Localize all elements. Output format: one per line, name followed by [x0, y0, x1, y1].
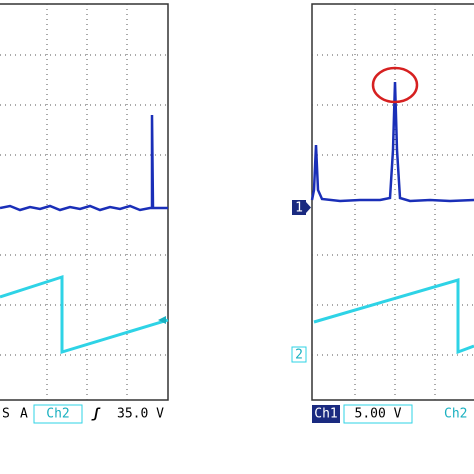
highlight-circle	[371, 66, 419, 104]
trigger-marker	[158, 316, 166, 324]
channel: Ch1	[314, 407, 337, 422]
grid	[312, 4, 474, 400]
grid	[0, 4, 168, 400]
ch1-trace	[0, 114, 168, 212]
right-scope: 1 2	[291, 3, 474, 401]
channel-2: Ch2	[444, 407, 467, 422]
ch1-marker: 1	[295, 201, 303, 216]
left-scope	[0, 3, 169, 401]
status-label: S	[2, 407, 10, 422]
vertical-scale: 5.00 V	[355, 407, 402, 422]
ch1-marker-box	[292, 200, 306, 215]
ch2-marker: 2	[295, 348, 303, 363]
ch1-trace	[310, 81, 474, 203]
channel-box	[33, 404, 83, 424]
screen-frame	[0, 3, 169, 401]
scale-box	[343, 404, 413, 424]
trigger-slope: ʃ	[91, 407, 101, 422]
right-status-bar: Ch1 5.00 V Ch2	[312, 404, 467, 424]
ch2-marker-box	[291, 346, 307, 363]
ch1-marker-arrow	[306, 202, 311, 213]
ch2-trace	[0, 274, 169, 355]
ch1-box	[312, 405, 340, 423]
left-status-bar: S A Ch2 ʃ 35.0 V	[2, 404, 164, 424]
trigger-mode: A	[20, 407, 28, 422]
trigger-channel: Ch2	[46, 407, 69, 422]
trigger-level: 35.0 V	[117, 407, 164, 422]
ch2-trace	[313, 278, 474, 355]
